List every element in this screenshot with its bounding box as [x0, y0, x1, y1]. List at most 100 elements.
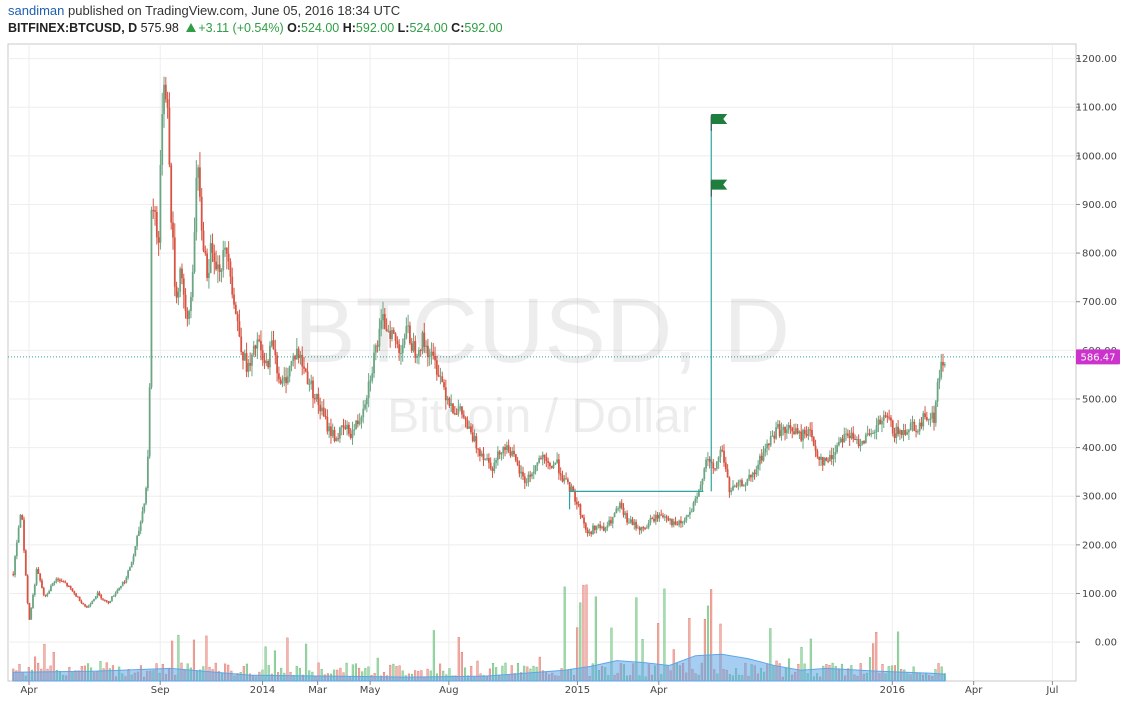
candle-body [660, 514, 663, 516]
author-link[interactable]: sandiman [8, 3, 65, 18]
candle-body [385, 328, 388, 332]
candle-body [407, 325, 410, 327]
candle-body [486, 458, 488, 460]
candle-body [861, 440, 864, 445]
candle-body [14, 556, 16, 576]
candle-body [906, 432, 909, 435]
candle-body [723, 450, 725, 463]
candle-body [188, 310, 191, 319]
candle-body [412, 341, 415, 351]
candle-body [306, 371, 309, 385]
candle-body [23, 519, 25, 551]
time-axis[interactable]: Apr Sep 2014 Mar May Aug 2015 Apr 2016 Apr Jul [20, 681, 1058, 696]
candle-body [120, 585, 122, 588]
candle-body [890, 417, 892, 421]
price-tag-box [1076, 349, 1120, 365]
candle-body [676, 524, 679, 526]
candle-body [184, 294, 187, 312]
candle-body [475, 436, 478, 449]
candle-body [769, 436, 772, 446]
candle-body [118, 587, 121, 590]
candle-body [290, 361, 293, 366]
candle-body [613, 513, 616, 518]
candle-body [575, 501, 578, 505]
candle-body [922, 413, 925, 427]
candle-body [820, 456, 822, 460]
candle-body [441, 376, 444, 383]
candle-body [663, 516, 666, 518]
candle-body [446, 398, 449, 401]
candle-series [12, 76, 946, 621]
drawings[interactable] [568, 113, 728, 510]
candle-body [423, 332, 426, 347]
candle-body [602, 526, 605, 531]
candle-body [391, 329, 393, 339]
candle-body [263, 359, 266, 364]
candle-body [107, 601, 110, 604]
candle-body [272, 340, 275, 350]
candle-body [529, 474, 532, 477]
candle-body [193, 232, 196, 272]
y-tick-label: 900.00 [1082, 200, 1117, 211]
candle-body [392, 329, 395, 334]
candle-body [552, 464, 555, 468]
candle-body [839, 438, 842, 442]
candle-body [776, 424, 779, 428]
candle-body [35, 569, 38, 585]
candle-body [633, 521, 636, 525]
volume-ma-path [12, 653, 946, 682]
candle-body [583, 517, 585, 524]
candle-body [877, 419, 880, 426]
candle-body [256, 339, 259, 349]
candle-body [629, 519, 632, 523]
candle-body [137, 530, 140, 537]
candle-body [362, 408, 365, 418]
candle-body [755, 469, 758, 475]
candle-body [409, 325, 411, 344]
candle-body [900, 430, 903, 436]
symbol-name[interactable]: BITFINEX:BTCUSD, D [8, 21, 138, 35]
candle-body [907, 430, 910, 433]
candle-body [832, 455, 835, 460]
candle-body [164, 84, 167, 100]
candle-body [816, 450, 819, 457]
candle-body [175, 286, 178, 298]
candle-body [121, 582, 124, 586]
candle-body [317, 393, 320, 405]
candle-body [855, 439, 858, 441]
candle-body [604, 528, 607, 531]
candle-body [940, 361, 943, 378]
candle-body [190, 297, 192, 311]
x-tick-label: Apr [20, 685, 38, 696]
candle-body [597, 524, 600, 527]
candle-body [649, 518, 652, 523]
candle-body [487, 458, 490, 463]
candle-body [267, 360, 270, 368]
candle-body [701, 479, 704, 485]
candle-body [523, 476, 526, 483]
candle-body [886, 415, 889, 418]
candle-body [443, 382, 445, 388]
candle-body [624, 513, 627, 515]
candle-body [225, 247, 228, 254]
candle-body [252, 345, 255, 355]
price-change: +3.11 (+0.54%) [198, 21, 284, 35]
candle-body [647, 522, 650, 528]
candle-body [44, 594, 47, 596]
candle-body [547, 461, 550, 463]
candle-body [94, 596, 97, 600]
candle-body [425, 345, 427, 347]
candle-body [326, 416, 329, 432]
candle-body [179, 268, 182, 292]
candle-body [509, 451, 512, 456]
candle-body [155, 211, 158, 238]
candle-body [304, 368, 307, 372]
candle-body [353, 429, 356, 431]
candle-body [100, 594, 103, 599]
candle-body [46, 593, 49, 596]
candle-body [593, 525, 596, 531]
candle-body [929, 418, 932, 420]
candle-body [403, 338, 406, 345]
candle-body [378, 328, 381, 347]
